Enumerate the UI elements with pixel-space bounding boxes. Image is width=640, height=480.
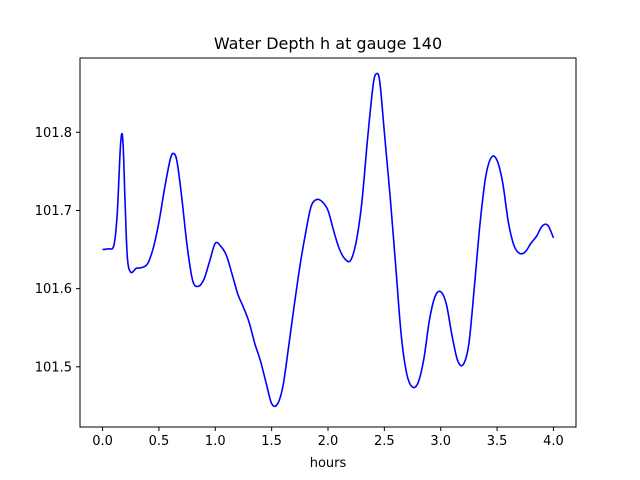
x-axis-ticks: 0.0 0.5 1.0 1.5 2.0 2.5 3.0 3.5 4.0 (92, 427, 564, 449)
x-tick-label: 3.5 (487, 434, 508, 449)
x-tick-label: 2.5 (374, 434, 395, 449)
x-tick-label: 0.5 (149, 434, 170, 449)
y-tick-label: 101.8 (35, 126, 72, 141)
x-tick-label: 2.0 (318, 434, 339, 449)
x-tick-label: 4.0 (543, 434, 564, 449)
x-tick-label: 0.0 (92, 434, 113, 449)
y-axis-ticks: 101.5 101.6 101.7 101.8 (35, 126, 80, 375)
x-tick-label: 1.5 (261, 434, 282, 449)
y-tick-label: 101.5 (35, 360, 72, 375)
y-tick-label: 101.6 (35, 282, 72, 297)
x-tick-label: 1.0 (205, 434, 226, 449)
x-tick-label: 3.0 (430, 434, 451, 449)
axes-frame (79, 57, 577, 428)
series-line-0 (102, 72, 555, 408)
plot-area (102, 72, 555, 408)
x-axis-label: hours (310, 456, 347, 471)
chart-title: Water Depth h at gauge 140 (214, 34, 442, 53)
y-tick-label: 101.7 (35, 204, 72, 219)
